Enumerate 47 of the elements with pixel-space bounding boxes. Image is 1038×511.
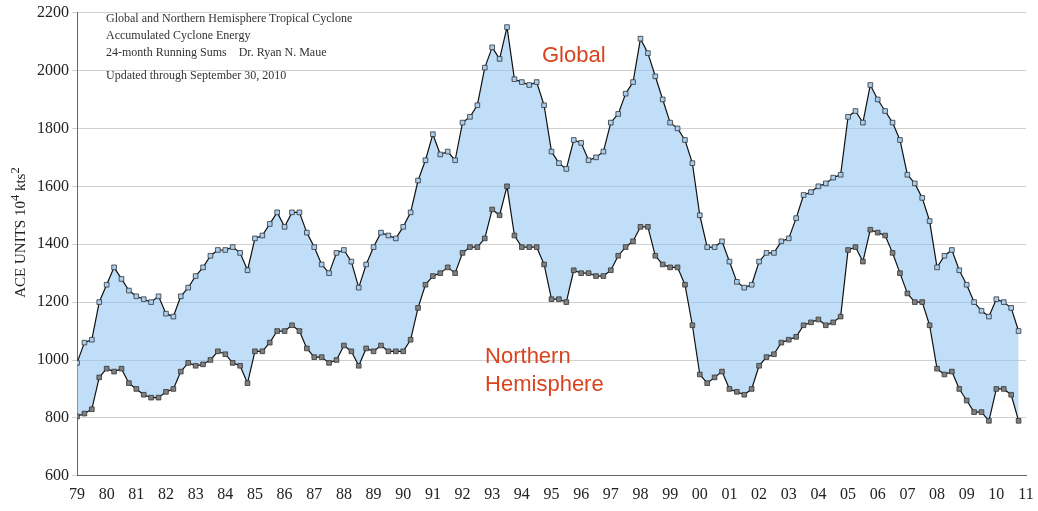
x-tick-label: 90 (395, 484, 412, 502)
x-tick-label: 84 (217, 484, 234, 502)
x-tick-label: 92 (454, 484, 471, 502)
x-tick-label: 99 (662, 484, 679, 502)
text: Northern Hemisphere (485, 343, 604, 397)
x-tick-label: 93 (484, 484, 501, 502)
y-tick-label: 1600 (37, 176, 69, 194)
x-tick-label: 95 (543, 484, 560, 502)
x-tick-label: 97 (602, 484, 619, 502)
y-tick-label: 800 (45, 408, 69, 426)
x-tick-label: 07 (899, 484, 916, 502)
text: 24-month Running Sums Dr. Ryan N. Maue (106, 44, 328, 61)
x-tick-label: 89 (365, 484, 382, 502)
y-tick-label: 1400 (37, 234, 69, 252)
series-label: Global (542, 42, 606, 68)
x-tick-label: 03 (780, 484, 797, 502)
x-tick-label: 04 (810, 484, 827, 502)
x-tick-label: 05 (840, 484, 857, 502)
x-tick-label: 02 (751, 484, 768, 502)
x-tick-label: 79 (69, 484, 85, 502)
x-tick-label: 81 (128, 484, 145, 502)
x-tick-label: 09 (958, 484, 975, 502)
x-tick-label: 98 (632, 484, 649, 502)
x-tick-label: 11 (1018, 484, 1034, 502)
x-tick-label: 82 (157, 484, 174, 502)
x-tick-label: 80 (98, 484, 115, 502)
x-tick-label: 94 (513, 484, 530, 502)
y-tick-label: 1800 (37, 118, 69, 136)
x-tick-label: 87 (306, 484, 323, 502)
y-tick-label: 1200 (37, 292, 69, 310)
x-tick-label: 00 (691, 484, 708, 502)
x-tick-label: 01 (721, 484, 738, 502)
x-tick-label: 88 (335, 484, 352, 502)
x-tick-label: 91 (424, 484, 441, 502)
annotation: Updated through September 30, 2010 (106, 67, 288, 84)
x-tick-label: 83 (187, 484, 204, 502)
y-tick-label: 2000 (37, 60, 69, 78)
x-tick-label: 06 (869, 484, 886, 502)
x-tick-label: 86 (276, 484, 293, 502)
text: Global and Northern Hemisphere Tropical Cyclone Accumulated Cyclone Energy (106, 10, 354, 44)
y-tick-label: 600 (45, 466, 69, 483)
y-tick-label: 1000 (37, 350, 69, 368)
y-tick-label: 2200 (37, 2, 69, 20)
x-tick-label: 08 (929, 484, 946, 502)
x-tick-label: 96 (573, 484, 590, 502)
x-tick-label: 10 (988, 484, 1005, 502)
x-tick-label: 85 (246, 484, 263, 502)
